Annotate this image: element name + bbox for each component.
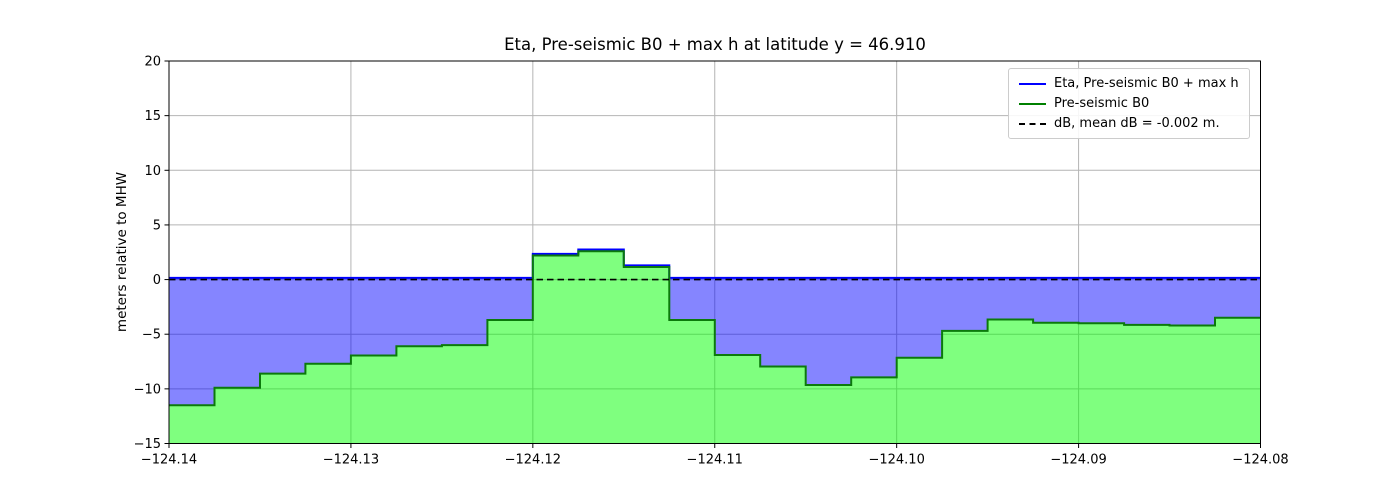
y-tick-label: 0 <box>153 273 161 288</box>
y-tick-label: −15 <box>134 437 161 452</box>
y-tick-label: −5 <box>142 328 161 343</box>
eta-line <box>169 248 1261 279</box>
x-tick-label: −124.14 <box>141 453 197 468</box>
x-tick-label: −124.12 <box>505 453 561 468</box>
chart-title: Eta, Pre-seismic B0 + max h at latitude … <box>504 35 926 54</box>
legend-entry-eta: Eta, Pre-seismic B0 + max h <box>1019 75 1239 92</box>
x-tick-label: −124.11 <box>687 453 743 468</box>
x-tick-label: −124.09 <box>1050 453 1106 468</box>
legend-label-b0: Pre-seismic B0 <box>1054 96 1150 111</box>
x-tick-label: −124.08 <box>1232 453 1288 468</box>
legend-label-db: dB, mean dB = -0.002 m. <box>1054 116 1220 131</box>
water-fill <box>169 277 1261 406</box>
legend-entry-db: dB, mean dB = -0.002 m. <box>1019 115 1239 132</box>
legend-label-eta: Eta, Pre-seismic B0 + max h <box>1054 76 1239 91</box>
legend-entry-b0: Pre-seismic B0 <box>1019 95 1239 112</box>
y-tick-label: 10 <box>144 164 161 179</box>
y-tick-label: 5 <box>153 218 161 233</box>
x-tick-label: −124.13 <box>323 453 379 468</box>
y-tick-label: 15 <box>144 109 161 124</box>
b0-line <box>169 250 1261 407</box>
legend: Eta, Pre-seismic B0 + max h Pre-seismic … <box>1008 68 1250 139</box>
legend-line-db-icon <box>1019 122 1046 125</box>
legend-line-b0-icon <box>1019 102 1046 105</box>
legend-line-eta-icon <box>1019 82 1046 85</box>
x-tick-label: −124.10 <box>868 453 924 468</box>
y-tick-label: −10 <box>134 382 161 397</box>
y-tick-label: 20 <box>144 55 161 70</box>
